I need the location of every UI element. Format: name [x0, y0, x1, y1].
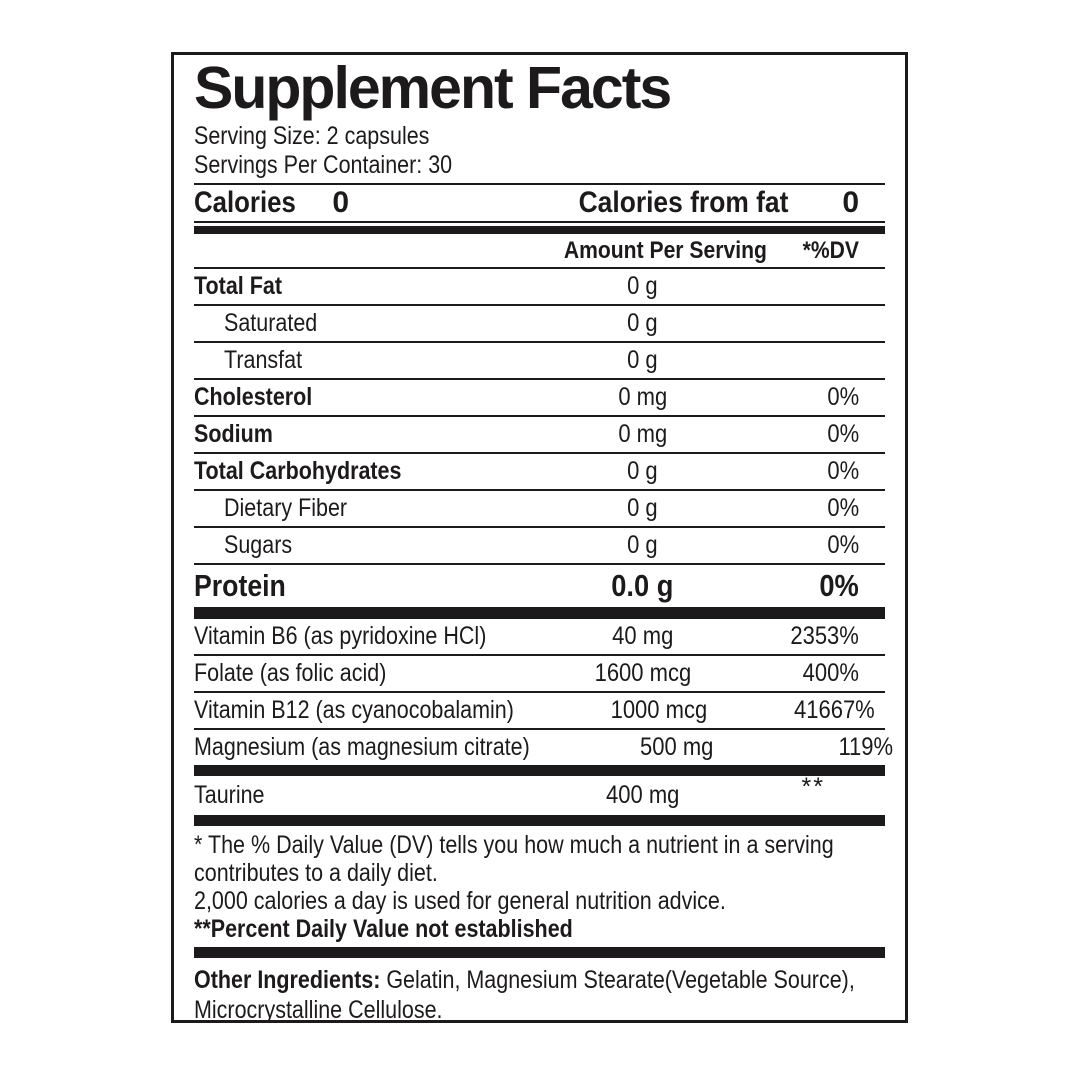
calories-row: Calories 0 Calories from fat 0 — [194, 185, 885, 221]
nutrient-name: Magnesium (as magnesium citrate) — [194, 733, 530, 761]
nutrient-dv: 0% — [819, 568, 859, 603]
nutrient-name: Total Carbohydrates — [194, 457, 402, 485]
panel-title: Supplement Facts — [194, 55, 672, 121]
nutrient-dv: 0% — [827, 457, 859, 485]
nutrient-row-saturated: Saturated 0 g — [194, 304, 885, 341]
nutrient-name: Total Fat — [194, 272, 282, 300]
nutrient-name: Vitamin B12 (as cyanocobalamin) — [194, 696, 514, 724]
nutrient-amount: 0.0 g — [611, 568, 674, 603]
nutrient-name: Taurine — [194, 781, 265, 809]
nutrient-name: Sodium — [194, 420, 273, 448]
other-ingredients-section: Other Ingredients: Gelatin, Magnesium St… — [194, 965, 885, 1023]
micronutrient-row-folate: Folate (as folic acid) 1600 mcg 400% — [194, 654, 885, 691]
nutrient-dv: ** — [801, 773, 825, 801]
calories-cell: Calories 0 — [194, 187, 550, 219]
micronutrient-row-vitamin-b6: Vitamin B6 (as pyridoxine HCl) 40 mg 235… — [194, 619, 885, 654]
nutrient-name: Sugars — [224, 531, 293, 559]
nutrient-row-total-carbohydrates: Total Carbohydrates 0 g 0% — [194, 452, 885, 489]
dv-header: *%DV — [802, 237, 859, 264]
footnote-section: * The % Daily Value (DV) tells you how m… — [194, 831, 885, 943]
calories-from-fat-label: Calories from fat — [578, 186, 789, 219]
nutrient-amount: 1600 mcg — [594, 659, 691, 687]
amount-per-serving-header: Amount Per Serving — [563, 237, 767, 264]
nutrient-amount: 0 g — [627, 346, 658, 374]
column-header-row: Amount Per Serving *%DV — [194, 234, 885, 269]
calories-value: 0 — [332, 186, 350, 219]
nutrient-amount: 500 mg — [640, 733, 714, 761]
divider-thin — [194, 221, 885, 223]
calories-label: Calories — [194, 186, 296, 219]
nutrient-row-protein: Protein 0.0 g 0% — [194, 563, 885, 607]
nutrient-dv: 41667% — [794, 696, 875, 724]
nutrient-name: Cholesterol — [194, 383, 313, 411]
nutrient-name: Saturated — [224, 309, 318, 337]
supplement-facts-panel: Supplement Facts Serving Size: 2 capsule… — [171, 52, 908, 1023]
divider-thick — [194, 815, 885, 826]
nutrient-amount: 0 g — [627, 494, 658, 522]
nutrient-row-total-fat: Total Fat 0 g — [194, 269, 885, 304]
nutrient-name: Folate (as folic acid) — [194, 659, 387, 687]
micronutrient-row-magnesium: Magnesium (as magnesium citrate) 500 mg … — [194, 728, 893, 765]
other-ingredients-text: Gelatin, Magnesium Stearate(Vegetable So… — [194, 966, 855, 1023]
nutrient-row-cholesterol: Cholesterol 0 mg 0% — [194, 378, 885, 415]
nutrient-dv: 0% — [827, 383, 859, 411]
micronutrient-rows: Vitamin B6 (as pyridoxine HCl) 40 mg 235… — [194, 619, 893, 765]
divider-thick — [194, 765, 885, 776]
nutrient-amount: 0 g — [627, 272, 658, 300]
divider-thick — [194, 226, 885, 234]
nutrient-dv: 0% — [827, 494, 859, 522]
footnote-calories: 2,000 calories a day is used for general… — [194, 887, 726, 915]
nutrient-name: Protein — [194, 568, 286, 603]
divider-thick — [194, 947, 885, 958]
divider-thick — [194, 607, 885, 619]
calories-from-fat-cell: Calories from fat — [550, 187, 789, 219]
micronutrient-row-vitamin-b12: Vitamin B12 (as cyanocobalamin) 1000 mcg… — [194, 691, 885, 728]
nutrient-amount: 0 mg — [618, 420, 667, 448]
serving-size-line: Serving Size: 2 capsules — [194, 122, 430, 150]
nutrient-dv: 0% — [827, 531, 859, 559]
other-ingredients-label: Other Ingredients: — [194, 966, 381, 994]
calories-from-fat-value: 0 — [842, 186, 859, 219]
nutrient-amount: 0 g — [627, 309, 658, 337]
nutrient-dv: 0% — [827, 420, 859, 448]
nutrient-dv: 400% — [802, 659, 859, 687]
nutrient-amount: 0 mg — [618, 383, 667, 411]
nutrient-row-transfat: Transfat 0 g — [194, 341, 885, 378]
servings-per-container-line: Servings Per Container: 30 — [194, 151, 453, 179]
nutrient-dv: 2353% — [790, 622, 859, 650]
footnote-daily-value: * The % Daily Value (DV) tells you how m… — [194, 831, 834, 887]
nutrient-amount: 0 g — [627, 457, 658, 485]
divider-thin — [194, 183, 885, 185]
nutrient-name: Dietary Fiber — [224, 494, 348, 522]
nutrient-amount: 400 mg — [605, 781, 680, 809]
taurine-row: Taurine 400 mg ** — [194, 773, 885, 815]
macronutrient-rows: Total Fat 0 g Saturated 0 g Transfat 0 g… — [194, 269, 885, 607]
nutrient-amount: 40 mg — [611, 622, 674, 650]
nutrient-row-dietary-fiber: Dietary Fiber 0 g 0% — [194, 489, 885, 526]
nutrient-amount: 1000 mcg — [610, 696, 707, 724]
nutrient-dv: 119% — [838, 733, 894, 761]
nutrient-name: Vitamin B6 (as pyridoxine HCl) — [194, 622, 487, 650]
nutrient-amount: 0 g — [627, 531, 658, 559]
nutrient-row-sugars: Sugars 0 g 0% — [194, 526, 885, 563]
footnote-not-established: **Percent Daily Value not established — [194, 915, 573, 943]
nutrient-row-sodium: Sodium 0 mg 0% — [194, 415, 885, 452]
nutrient-name: Transfat — [224, 346, 303, 374]
serving-info: Serving Size: 2 capsules Servings Per Co… — [194, 122, 885, 180]
